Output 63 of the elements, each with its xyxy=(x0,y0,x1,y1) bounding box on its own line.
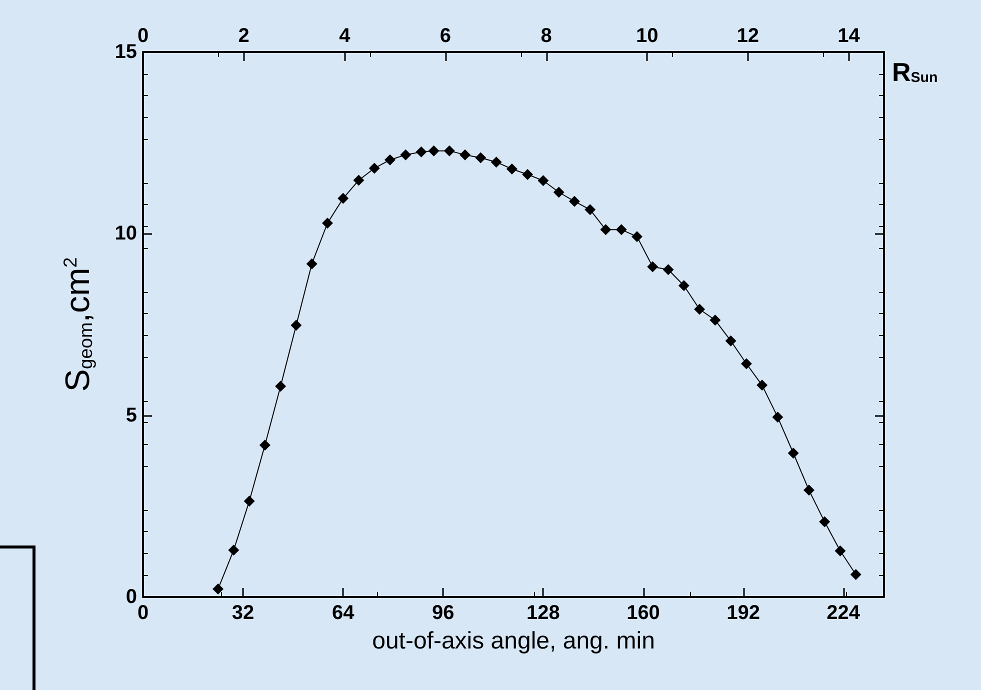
y-tick-label: 0 xyxy=(126,586,137,608)
point xyxy=(290,320,302,331)
point xyxy=(600,224,612,236)
point xyxy=(694,304,706,315)
point xyxy=(834,545,846,556)
point xyxy=(400,149,412,160)
point xyxy=(584,204,596,216)
point xyxy=(662,264,674,276)
x-tick-label: 32 xyxy=(232,602,254,624)
y-tick-label: 10 xyxy=(114,222,137,245)
y-axis-title: Sgeom,cm2 xyxy=(58,257,97,392)
point xyxy=(710,314,721,326)
point xyxy=(212,584,224,595)
point xyxy=(553,186,564,198)
point xyxy=(244,496,255,507)
point xyxy=(788,448,799,459)
x2-tick-label: 4 xyxy=(339,25,352,47)
point xyxy=(444,145,455,156)
point xyxy=(275,380,286,392)
y-tick-label: 15 xyxy=(114,41,137,63)
point xyxy=(850,568,862,580)
point xyxy=(368,162,380,174)
point xyxy=(538,175,549,186)
point xyxy=(616,224,627,236)
point xyxy=(490,156,502,168)
x2-tick-label: 10 xyxy=(636,25,658,47)
x-tick-label: 224 xyxy=(826,602,861,624)
x2-axis-title: RSun xyxy=(892,57,938,87)
point xyxy=(772,412,784,423)
point xyxy=(678,280,690,292)
x-tick-label: 96 xyxy=(432,602,454,624)
point xyxy=(568,196,580,207)
point xyxy=(632,231,642,242)
point xyxy=(740,358,752,370)
point xyxy=(306,258,318,270)
x2-tick-label: 12 xyxy=(736,25,760,47)
x-axis-title: out-of-axis angle, ang. min xyxy=(372,628,655,654)
x-tick-label: 64 xyxy=(332,602,356,624)
x2-tick-label: 2 xyxy=(238,25,250,47)
point xyxy=(803,484,814,496)
point xyxy=(228,544,240,556)
point xyxy=(338,192,349,204)
x2-tick-label: 14 xyxy=(838,25,861,47)
y-tick-label: 5 xyxy=(126,404,137,426)
point xyxy=(756,380,768,391)
point xyxy=(475,152,486,164)
point xyxy=(819,516,830,528)
point xyxy=(384,154,396,166)
point xyxy=(428,145,440,156)
point xyxy=(259,440,270,451)
point xyxy=(647,261,658,272)
point xyxy=(460,149,471,160)
x2-tick-label: 8 xyxy=(540,25,552,47)
x-tick-label: 192 xyxy=(726,602,760,624)
x2-tick-label: 6 xyxy=(440,25,452,47)
x-tick-label: 160 xyxy=(626,602,660,624)
point xyxy=(322,218,333,229)
point xyxy=(725,335,736,346)
x-tick-label: 128 xyxy=(526,602,560,624)
point xyxy=(353,174,364,186)
point xyxy=(522,168,534,180)
point xyxy=(506,163,518,174)
point xyxy=(416,146,427,158)
